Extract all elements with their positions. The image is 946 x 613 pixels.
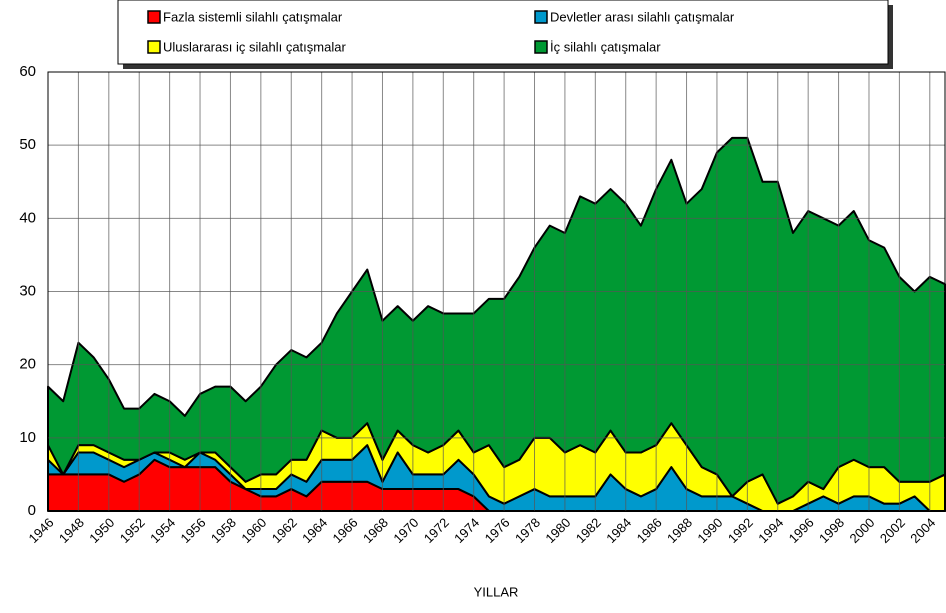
area: [47, 136, 946, 505]
x-tick-label: 1964: [299, 515, 330, 546]
x-tick-label: 1996: [786, 515, 817, 546]
y-tick-label: 20: [19, 356, 36, 373]
x-tick-label: 1956: [178, 515, 209, 546]
y-tick-label: 40: [19, 209, 36, 226]
legend-swatch: [147, 10, 161, 24]
y-tick-label: 30: [19, 282, 36, 299]
x-tick-label: 1982: [573, 515, 604, 546]
x-tick-label: 2000: [846, 515, 877, 546]
x-tick-label: 1972: [421, 515, 452, 546]
x-tick-label: 1952: [117, 515, 148, 546]
y-tick-label: 60: [19, 63, 36, 80]
x-tick-label: 1958: [208, 515, 239, 546]
y-tick-label: 0: [28, 502, 36, 519]
legend-label: Uluslararası iç silahlı çatışmalar: [163, 39, 346, 54]
y-tick-label: 50: [19, 136, 36, 153]
x-tick-label: 1946: [25, 515, 56, 546]
x-tick-label: 1986: [634, 515, 665, 546]
legend-label: Fazla sistemli silahlı çatışmalar: [163, 9, 343, 24]
x-tick-label: 1960: [238, 515, 269, 546]
x-tick-label: 1994: [755, 515, 786, 546]
legend-swatch: [534, 10, 548, 24]
x-tick-label: 1976: [482, 515, 513, 546]
x-tick-label: 1980: [542, 515, 573, 546]
y-tick-label: 10: [19, 429, 36, 446]
x-tick-label: 1992: [725, 515, 756, 546]
legend-label: Devletler arası silahlı çatışmalar: [550, 9, 735, 24]
x-tick-label: 1990: [694, 515, 725, 546]
x-tick-label: 1978: [512, 515, 543, 546]
x-tick-label: 2004: [907, 515, 938, 546]
x-tick-label: 1962: [269, 515, 300, 546]
x-tick-label: 1988: [664, 515, 695, 546]
x-tick-label: 1998: [816, 515, 847, 546]
legend-label: İç silahlı çatışmalar: [550, 39, 661, 54]
x-tick-label: 1974: [451, 515, 482, 546]
plot-frame: [47, 71, 946, 512]
x-tick-label: 1948: [56, 515, 87, 546]
x-axis-title: YILLAR: [474, 584, 519, 599]
x-tick-label: 1970: [390, 515, 421, 546]
legend-swatch: [534, 40, 548, 54]
x-tick-label: 1966: [330, 515, 361, 546]
x-tick-label: 1984: [603, 515, 634, 546]
x-tick-label: 2002: [877, 515, 908, 546]
x-tick-label: 1954: [147, 515, 178, 546]
legend-box: [117, 0, 889, 65]
legend-swatch: [147, 40, 161, 54]
x-tick-label: 1968: [360, 515, 391, 546]
x-tick-label: 1950: [86, 515, 117, 546]
